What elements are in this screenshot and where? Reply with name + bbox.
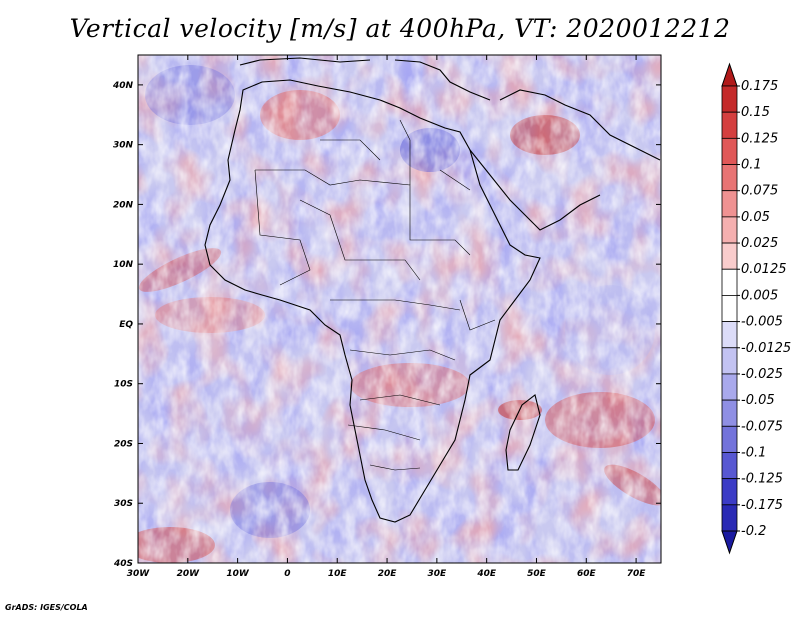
- colorbar-segment: [721, 373, 738, 401]
- plot-frame: [137, 54, 662, 564]
- colorbar-label: -0.175: [741, 498, 783, 513]
- colorbar-label: 0.15: [741, 105, 770, 120]
- colorbar-segment: [721, 164, 738, 192]
- colorbar-label: 0.175: [741, 79, 778, 94]
- lon-tick-label: 10W: [226, 569, 250, 579]
- colorbar-label: -0.1: [741, 445, 766, 460]
- lon-tick-label: 0: [284, 569, 290, 579]
- colorbar-label: -0.005: [741, 315, 783, 330]
- lon-tick-label: 70E: [627, 569, 647, 579]
- colorbar-label: -0.05: [741, 393, 775, 408]
- colorbar-segment: [721, 504, 738, 532]
- lon-tick-label: 40E: [476, 569, 497, 579]
- lon-tick-label: 50E: [527, 569, 547, 579]
- lon-tick-label: 30E: [428, 569, 448, 579]
- lat-tick-label: 10N: [113, 260, 134, 270]
- colorbar-label: 0.125: [741, 131, 778, 146]
- colorbar-label: 0.0125: [741, 262, 787, 277]
- colorbar-segment: [721, 425, 738, 453]
- colorbar-top-arrow: [721, 62, 738, 87]
- colorbar-bottom-arrow: [721, 530, 738, 555]
- credit-label: GrADS: IGES/COLA: [5, 603, 88, 612]
- lon-tick-label: 20W: [177, 569, 201, 579]
- colorbar-label: -0.075: [741, 419, 783, 434]
- colorbar-segment: [721, 347, 738, 375]
- colorbar-label: -0.2: [741, 524, 766, 539]
- lat-tick-label: 30N: [113, 141, 134, 151]
- lon-tick-label: 10E: [328, 569, 348, 579]
- map-title: Vertical velocity [m/s] at 400hPa, VT: 2…: [69, 14, 731, 43]
- colorbar-label: -0.025: [741, 367, 783, 382]
- colorbar-segment: [721, 268, 738, 296]
- colorbar-segment: [721, 399, 738, 427]
- lat-tick-label: 40S: [113, 559, 133, 569]
- colorbar-segment: [721, 478, 738, 506]
- colorbar-segment: [721, 85, 738, 113]
- lat-tick-label: 20N: [113, 200, 134, 210]
- colorbar-label: 0.005: [741, 288, 778, 303]
- lat-tick-label: 10S: [114, 380, 133, 390]
- colorbar-segment: [721, 216, 738, 244]
- colorbar-label: 0.1: [741, 158, 762, 173]
- colorbar-segment: [721, 242, 738, 270]
- lat-tick-label: 30S: [114, 499, 133, 509]
- lon-tick-label: 30W: [127, 569, 151, 579]
- colorbar-label: -0.0125: [741, 341, 791, 356]
- colorbar-segment: [721, 111, 738, 139]
- colorbar-segment: [721, 452, 738, 480]
- velocity-field: [138, 55, 661, 563]
- longitude-axis: 30W 20W 10W 0 10E 20E 30E 40E 50E 60E 70E: [127, 55, 647, 579]
- coastlines: [204, 57, 661, 523]
- latitude-axis: 40N 30N 20N 10N EQ 10S 20S 30S 40S: [112, 81, 661, 569]
- lon-tick-label: 60E: [577, 569, 597, 579]
- colorbar-segment: [721, 137, 738, 165]
- lon-tick-label: 20E: [378, 569, 398, 579]
- colorbar-segment: [721, 295, 738, 322]
- country-borders: [254, 119, 496, 471]
- colorbar-label: -0.125: [741, 472, 783, 487]
- colorbar: 0.175 0.15 0.125 0.1 0.075 0.05 0.025 0.0125 0.0…: [721, 62, 791, 555]
- colorbar-segment: [721, 321, 738, 349]
- colorbar-segment: [721, 190, 738, 218]
- colorbar-label: 0.075: [741, 184, 778, 199]
- lat-tick-label: EQ: [119, 320, 133, 330]
- lat-tick-label: 20S: [114, 439, 133, 449]
- lat-tick-label: 40N: [112, 81, 134, 91]
- colorbar-label: 0.05: [741, 210, 770, 225]
- colorbar-label: 0.025: [741, 236, 778, 251]
